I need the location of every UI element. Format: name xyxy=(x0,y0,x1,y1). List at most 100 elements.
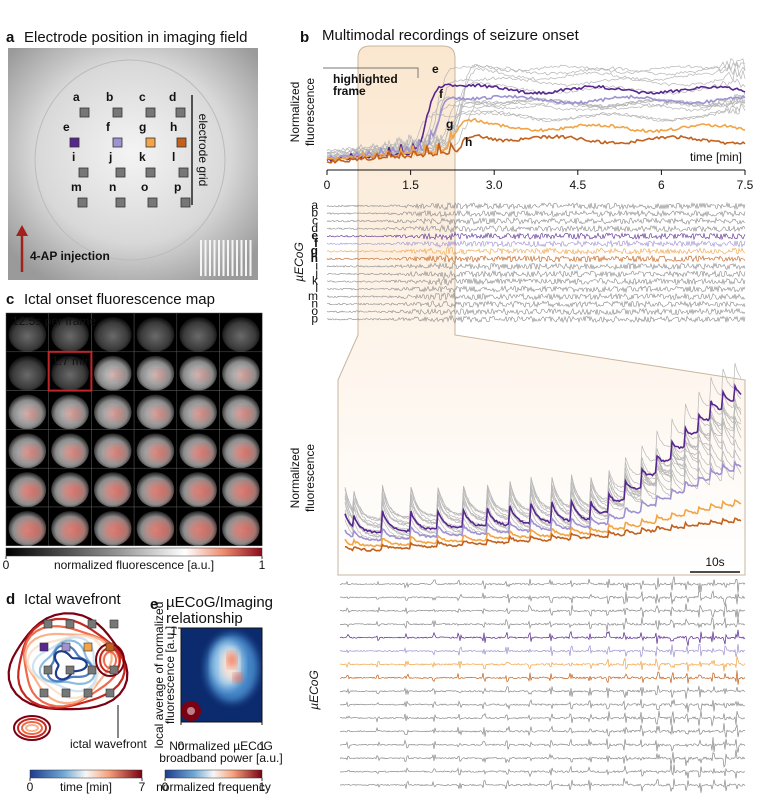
electrode-label: c xyxy=(139,90,146,104)
wavefront-contour xyxy=(13,715,51,741)
highlight-trace xyxy=(326,83,746,163)
injection-label: 4-AP injection xyxy=(30,249,110,263)
ecog-trace xyxy=(326,262,746,271)
frame-activity xyxy=(21,445,41,461)
panel-label: d xyxy=(6,591,15,608)
electrode-label: j xyxy=(108,150,112,164)
wavefront-contour xyxy=(7,612,129,711)
y-axis-label: fluorescence xyxy=(303,78,317,146)
frame-activity xyxy=(232,481,257,502)
panel-title: Ictal onset fluorescence map xyxy=(24,291,215,308)
colorbar-label: normalized fluorescence [a.u.] xyxy=(54,558,214,572)
wavefront-contour xyxy=(17,617,126,709)
colorbar-tick-label: 0 xyxy=(3,558,10,572)
frame-brain xyxy=(222,316,260,352)
x-tick-label: 7.5 xyxy=(737,178,754,192)
ecog-trace xyxy=(326,285,746,294)
electrode xyxy=(145,107,156,118)
channel-label: i xyxy=(315,259,318,273)
heatmap-density xyxy=(227,652,237,668)
ecog-trace xyxy=(326,292,746,301)
frame-activity xyxy=(150,406,168,421)
colorbar-tick-label: 7 xyxy=(139,780,146,794)
frame-activity xyxy=(65,407,82,421)
trace-label: f xyxy=(439,87,444,101)
imaging-field xyxy=(8,48,258,280)
frame-activity xyxy=(62,482,85,501)
wavefront-electrode xyxy=(43,665,53,675)
x-axis-label: broadband power [a.u.] xyxy=(159,751,282,765)
frame-activity xyxy=(146,520,172,541)
channel-label: e xyxy=(311,228,318,242)
ecog-trace xyxy=(326,224,746,234)
electrode-label: m xyxy=(71,180,82,194)
electrode xyxy=(112,137,123,148)
wavefront-contour xyxy=(17,718,47,738)
frame-activity xyxy=(236,368,253,382)
electrode-label: e xyxy=(63,120,70,134)
ecog-trace xyxy=(326,314,746,324)
bone-tooth xyxy=(249,240,252,276)
electrode-label: h xyxy=(170,120,177,134)
electrode xyxy=(69,137,80,148)
trace-label: g xyxy=(446,117,453,131)
bone-tooth xyxy=(218,240,220,276)
ecog-trace xyxy=(326,247,746,256)
x-tick-label: 4.5 xyxy=(569,178,586,192)
channel-label: f xyxy=(314,236,319,250)
frame-brain xyxy=(136,316,175,352)
electrode-label: o xyxy=(141,180,148,194)
wavefront-electrode xyxy=(39,688,49,698)
zoom-ecog-trace xyxy=(339,643,746,658)
x-tick-label: 0 xyxy=(324,178,331,192)
y-axis-label: local average of normalized xyxy=(152,602,166,749)
wavefront-electrode xyxy=(61,688,71,698)
frame-brain xyxy=(179,316,217,352)
frame-activity xyxy=(104,482,128,501)
bone-tooth xyxy=(231,240,234,276)
frame-time: 1.7 min xyxy=(52,354,91,368)
frame-brain xyxy=(8,355,47,391)
x-tick-label: 6 xyxy=(658,178,665,192)
heatmap-peak xyxy=(187,707,195,715)
panel-title: relationship xyxy=(166,610,243,627)
ecog-trace xyxy=(326,254,746,264)
electrode-label: g xyxy=(139,120,146,134)
highlight-label: highlighted xyxy=(333,72,398,86)
electrode-label: a xyxy=(73,90,80,104)
panel-title: Ictal wavefront xyxy=(24,591,122,608)
annotation: ictal wavefront xyxy=(70,737,147,751)
channel-label: b xyxy=(311,206,318,220)
channel-label: a xyxy=(311,198,318,212)
zoom-ecog-trace xyxy=(339,629,746,646)
wavefront-electrode xyxy=(61,642,71,652)
frame-activity xyxy=(18,520,44,541)
heatmap-frame xyxy=(180,627,263,723)
zoom-ecog-label: µECoG xyxy=(307,670,321,710)
panel-label: e xyxy=(150,596,158,613)
frame-brain xyxy=(8,316,47,352)
ecog-trace xyxy=(326,217,746,226)
bone-tooth xyxy=(236,240,238,276)
channel-label: c xyxy=(312,213,318,227)
zoom-ecog-trace xyxy=(339,699,745,713)
bone-tooth xyxy=(204,240,207,276)
ecog-label: µECoG xyxy=(292,242,306,282)
frame-activity xyxy=(192,406,211,422)
frame-activity xyxy=(106,444,127,461)
wavefront-electrode xyxy=(83,642,93,652)
channel-label: j xyxy=(314,266,318,280)
highlight-trace xyxy=(326,117,746,163)
zoom-highlight-trace xyxy=(344,460,742,542)
highlighted-frame xyxy=(47,350,93,392)
zoom-ecog-trace xyxy=(339,670,746,685)
electrode-label: b xyxy=(106,90,113,104)
electrode-label: l xyxy=(172,150,175,164)
trace-label: h xyxy=(465,135,472,149)
electrode xyxy=(79,107,90,118)
ecog-trace xyxy=(326,300,746,309)
frame-activity xyxy=(103,520,129,541)
electrode xyxy=(77,197,88,208)
highlight-pointer xyxy=(323,67,419,78)
